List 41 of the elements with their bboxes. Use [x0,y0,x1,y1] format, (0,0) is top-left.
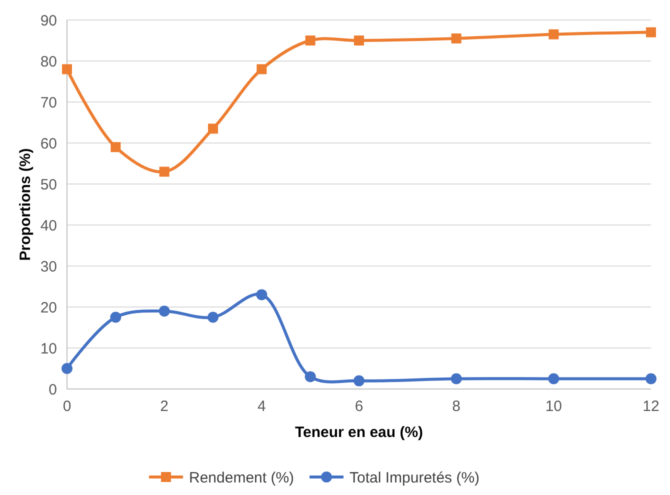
point [646,373,656,384]
point [158,306,170,317]
point [548,373,560,384]
point [548,29,559,40]
point [62,64,72,74]
y-tick-label: 80 [40,53,57,70]
legend-label: Rendement (%) [189,469,294,486]
point [354,36,364,46]
legend-label: Total Impuretés (%) [350,469,480,486]
point [208,312,218,323]
y-tick-label: 30 [40,258,57,276]
point [110,142,121,152]
y-tick-label: 60 [40,135,57,152]
x-axis-title: Teneur en eau (%) [294,424,424,441]
x-tick-label: 8 [452,398,461,415]
point [62,363,72,374]
point [159,166,170,177]
y-tick-label: 10 [40,340,57,358]
point [208,124,218,134]
point [256,289,268,300]
y-tick-label: 40 [40,217,57,234]
x-tick-label: 4 [257,398,266,415]
x-tick-label: 6 [354,398,364,415]
x-tick-label: 0 [62,398,72,415]
y-tick-label: 0 [48,381,57,398]
x-tick-label: 2 [160,398,169,415]
point [256,64,267,74]
x-tick-label: 12 [642,398,660,415]
y-tick-label: 90 [40,12,57,30]
point [354,375,364,386]
y-tick-label: 50 [40,176,57,194]
y-tick-label: 70 [40,94,57,112]
point [646,27,656,38]
point [304,371,316,382]
point [110,312,122,323]
point [451,33,462,44]
x-tick-label: 10 [545,398,562,415]
y-tick-label: 20 [40,299,57,316]
point [305,36,316,46]
point [450,373,462,384]
y-axis-title: Proportions (%) [17,148,34,261]
